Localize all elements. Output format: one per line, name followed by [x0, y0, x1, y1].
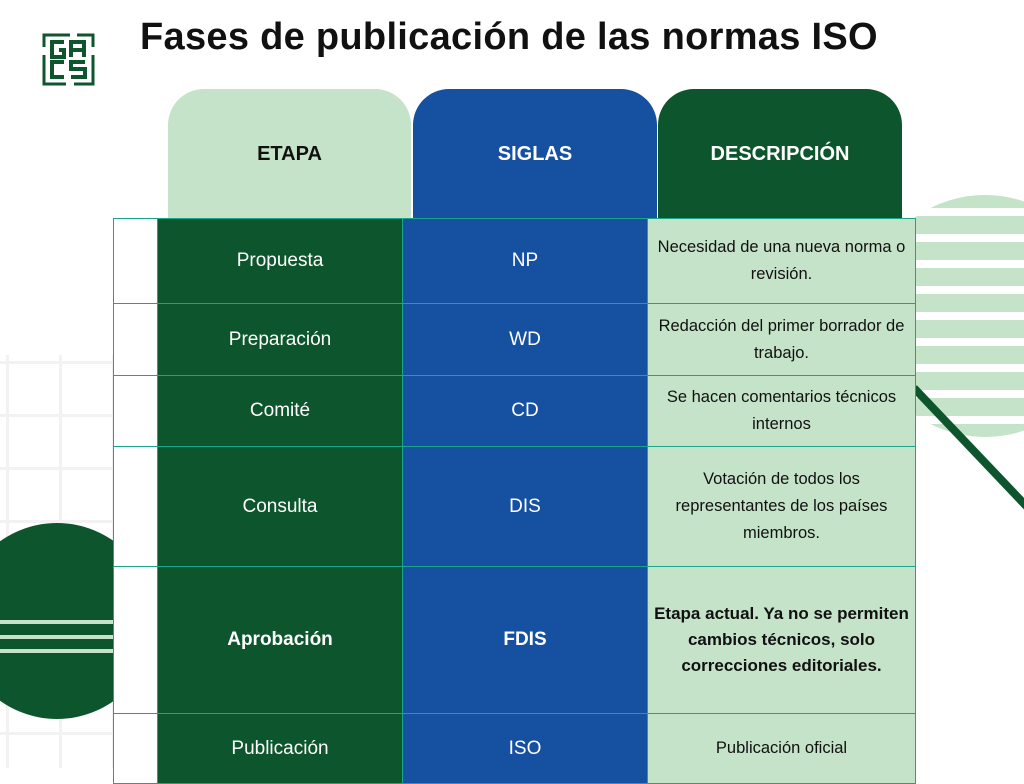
siglas-cell: FDIS — [402, 566, 648, 714]
descripcion-cell: Etapa actual. Ya no se permiten cambios … — [647, 566, 916, 714]
row-spacer-cell — [113, 713, 158, 784]
siglas-cell: WD — [402, 303, 648, 376]
descripcion-cell: Se hacen comentarios técnicos internos — [647, 375, 916, 447]
row-spacer-cell — [113, 446, 158, 567]
header-etapa: ETAPA — [168, 89, 411, 219]
descripcion-cell: Necesidad de una nueva norma o revisión. — [647, 218, 916, 304]
row-spacer-cell — [113, 218, 158, 304]
row-spacer-cell — [113, 303, 158, 376]
iso-phases-table: Propuesta NP Necesidad de una nueva norm… — [113, 218, 916, 784]
siglas-cell: ISO — [402, 713, 648, 784]
table-row: Consulta DIS Votación de todos los repre… — [113, 446, 916, 567]
etapa-cell: Preparación — [157, 303, 403, 376]
table-row: Comité CD Se hacen comentarios técnicos … — [113, 375, 916, 447]
table-row: Aprobación FDIS Etapa actual. Ya no se p… — [113, 566, 916, 714]
siglas-cell: CD — [402, 375, 648, 447]
etapa-cell: Comité — [157, 375, 403, 447]
siglas-cell: NP — [402, 218, 648, 304]
descripcion-cell: Votación de todos los representantes de … — [647, 446, 916, 567]
etapa-cell: Aprobación — [157, 566, 403, 714]
etapa-cell: Publicación — [157, 713, 403, 784]
row-spacer-cell — [113, 375, 158, 447]
header-descripcion: DESCRIPCIÓN — [658, 89, 902, 219]
descripcion-cell: Publicación oficial — [647, 713, 916, 784]
siglas-cell: DIS — [402, 446, 648, 567]
table-row: Propuesta NP Necesidad de una nueva norm… — [113, 218, 916, 304]
gacs-logo — [42, 33, 95, 86]
decorative-diagonal-line — [911, 385, 1024, 510]
table-row: Publicación ISO Publicación oficial — [113, 713, 916, 784]
etapa-cell: Consulta — [157, 446, 403, 567]
etapa-cell: Propuesta — [157, 218, 403, 304]
page-title: Fases de publicación de las normas ISO — [140, 16, 878, 58]
table-row: Preparación WD Redacción del primer borr… — [113, 303, 916, 376]
header-siglas: SIGLAS — [413, 89, 657, 219]
row-spacer-cell — [113, 566, 158, 714]
descripcion-cell: Redacción del primer borrador de trabajo… — [647, 303, 916, 376]
decorative-circle-left — [0, 523, 113, 719]
